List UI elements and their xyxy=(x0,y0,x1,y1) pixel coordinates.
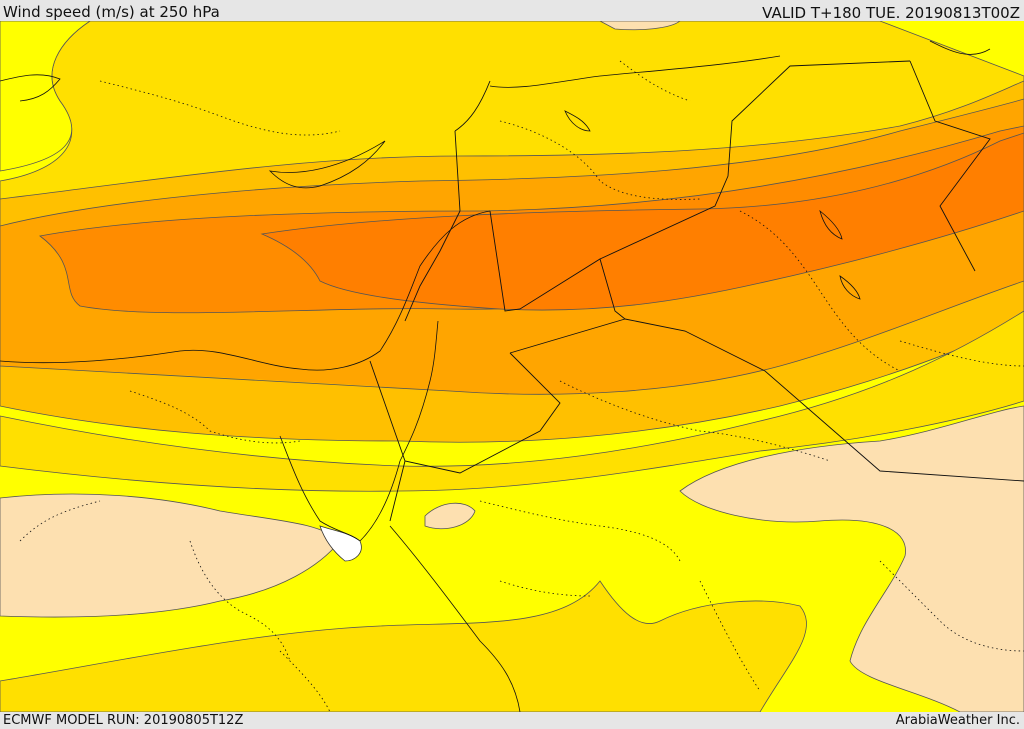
field-gold-south xyxy=(0,580,807,712)
coastlines xyxy=(0,40,991,712)
footer-bar: ECMWF MODEL RUN: 20190805T12Z ArabiaWeat… xyxy=(0,712,1024,729)
header-bar: Wind speed (m/s) at 250 hPa VALID T+180 … xyxy=(0,0,1024,21)
credit: ArabiaWeather Inc. xyxy=(895,713,1020,728)
wind-speed-map xyxy=(0,21,1024,712)
borders xyxy=(369,60,1024,522)
field-tan-east xyxy=(679,405,1024,712)
field-tan-blob xyxy=(424,502,476,530)
valid-time: VALID T+180 TUE. 20190813T00Z xyxy=(762,4,1020,22)
field-yellow-nw xyxy=(0,21,91,172)
field-dark-orange-core xyxy=(260,132,1024,311)
model-run: ECMWF MODEL RUN: 20190805T12Z xyxy=(3,713,244,728)
lake xyxy=(319,525,362,562)
map-title: Wind speed (m/s) at 250 hPa xyxy=(3,3,220,21)
field-tan-north xyxy=(599,21,681,31)
internal-boundaries xyxy=(19,60,1024,712)
field-gold-mid xyxy=(0,310,1024,492)
